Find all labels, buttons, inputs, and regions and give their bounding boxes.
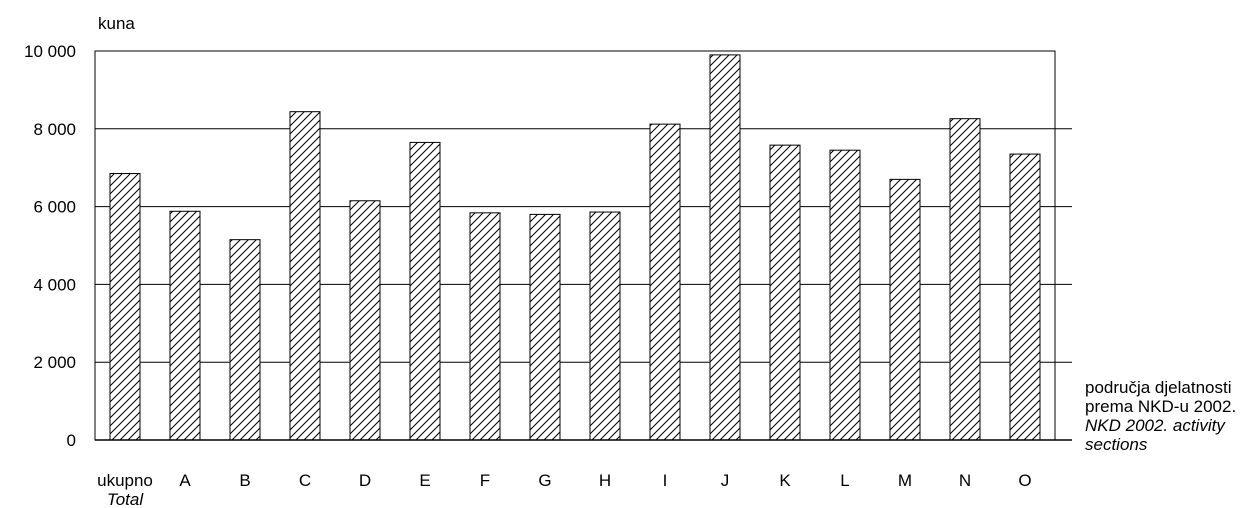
bar-D bbox=[349, 200, 381, 441]
y-tick-labels: 0 2 000 4 000 6 000 8 000 10 000 bbox=[24, 42, 76, 450]
x-tick-label: F bbox=[480, 471, 490, 490]
plot-frame bbox=[94, 50, 1056, 441]
x-tick-label: L bbox=[840, 471, 849, 490]
bar-E bbox=[409, 141, 441, 441]
bar-C bbox=[289, 111, 321, 441]
x-tick-label: G bbox=[538, 471, 551, 490]
x-axis-label-line-1: područja djelatnosti bbox=[1085, 378, 1232, 397]
bar-L bbox=[829, 149, 861, 441]
y-tick-label: 2 000 bbox=[33, 353, 76, 372]
bar-I bbox=[649, 123, 681, 441]
x-tick-label: E bbox=[419, 471, 430, 490]
x-tick-label: D bbox=[359, 471, 371, 490]
x-tick-label: O bbox=[1018, 471, 1031, 490]
bar-K bbox=[769, 144, 801, 441]
x-tick-label: K bbox=[779, 471, 791, 490]
x-tick-label: J bbox=[721, 471, 730, 490]
bar-H bbox=[589, 211, 621, 441]
x-tick-label: A bbox=[179, 471, 191, 490]
x-axis-label-line-2: prema NKD-u 2002. bbox=[1085, 397, 1237, 416]
bar-G bbox=[529, 213, 561, 441]
bar-B bbox=[229, 239, 261, 441]
bar-O bbox=[1009, 153, 1041, 441]
x-axis-label-line-4: sections bbox=[1085, 435, 1148, 454]
y-tick-label: 6 000 bbox=[33, 198, 76, 217]
bar-N bbox=[949, 118, 981, 441]
bar-J bbox=[709, 54, 741, 441]
bars bbox=[109, 54, 1041, 441]
bar-M bbox=[889, 178, 921, 441]
x-tick-label: N bbox=[959, 471, 971, 490]
x-tick-label: B bbox=[239, 471, 250, 490]
x-tick-sublabel: Total bbox=[107, 490, 144, 508]
x-tick-label: ukupno bbox=[97, 471, 153, 490]
y-axis-label: kuna bbox=[98, 14, 135, 33]
x-axis-label-line-3: NKD 2002. activity bbox=[1085, 416, 1225, 435]
y-tick-label: 4 000 bbox=[33, 275, 76, 294]
bar-A bbox=[169, 210, 201, 441]
bar-F bbox=[469, 212, 501, 441]
y-tick-label: 10 000 bbox=[24, 42, 76, 61]
y-tick-label: 8 000 bbox=[33, 120, 76, 139]
x-tick-label: M bbox=[898, 471, 912, 490]
bar-ukupno bbox=[109, 173, 141, 441]
x-tick-label: H bbox=[599, 471, 611, 490]
x-axis-label: područja djelatnosti prema NKD-u 2002. N… bbox=[1085, 378, 1236, 454]
y-tick-label: 0 bbox=[67, 431, 76, 450]
x-tick-label: I bbox=[663, 471, 668, 490]
x-tick-label: C bbox=[299, 471, 311, 490]
